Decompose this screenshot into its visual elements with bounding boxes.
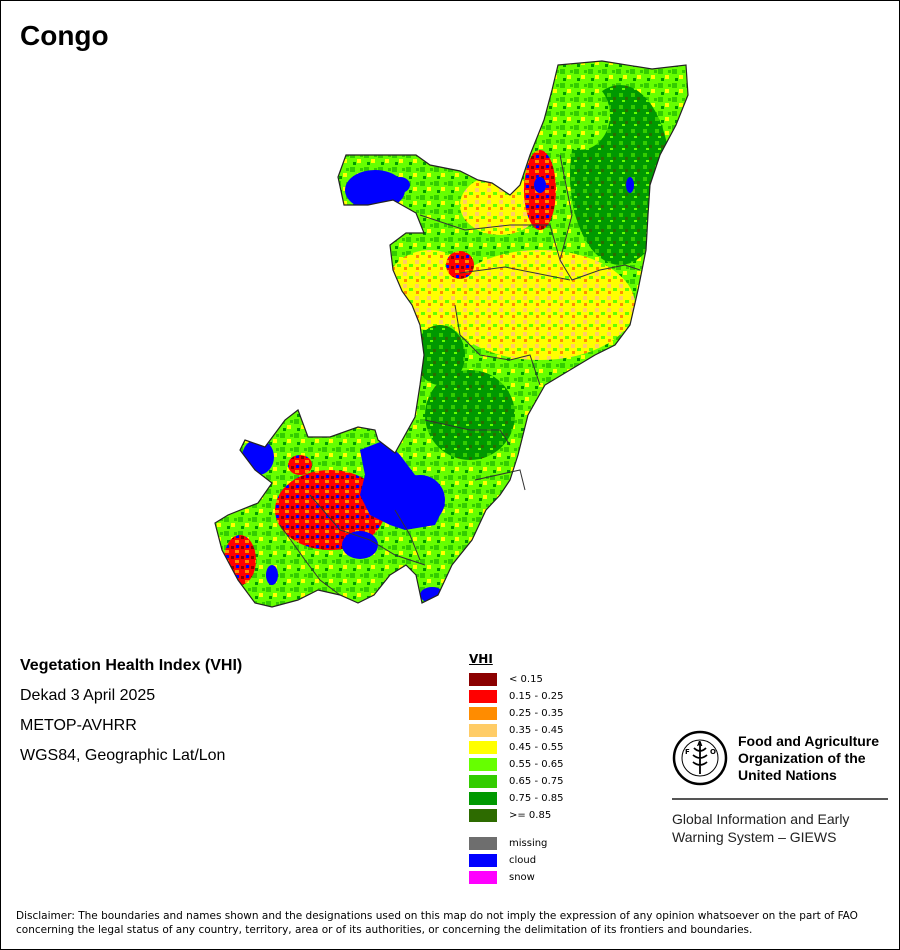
giews-line: Warning System – GIEWS — [672, 829, 837, 845]
department-borders — [279, 154, 641, 596]
vhi-legend: VHI < 0.15 0.15 - 0.25 0.25 - 0.35 0.35 - 0… — [469, 652, 564, 886]
legend-special-row: missing — [469, 835, 564, 852]
disclaimer: Disclaimer: The boundaries and names sho… — [16, 910, 858, 936]
country-map — [210, 55, 700, 615]
legend-swatch — [469, 724, 497, 737]
legend-label: snow — [509, 872, 535, 883]
projection-label: WGS84, Geographic Lat/Lon — [20, 747, 226, 764]
svg-text:O: O — [710, 748, 716, 756]
legend-swatch — [469, 837, 497, 850]
legend-label: missing — [509, 838, 548, 849]
legend-label: < 0.15 — [509, 674, 543, 685]
index-name: Vegetation Health Index (VHI) — [20, 657, 243, 674]
legend-title: VHI — [469, 652, 493, 666]
period-label: Dekad 3 April 2025 — [20, 687, 156, 704]
fao-org-name: Food and Agriculture Organization of the… — [738, 733, 879, 784]
legend-swatch — [469, 741, 497, 754]
fao-org-line: Food and Agriculture — [738, 732, 880, 749]
legend-class-row: >= 0.85 — [469, 807, 564, 824]
legend-label: 0.25 - 0.35 — [509, 708, 564, 719]
legend-swatch — [469, 854, 497, 867]
fao-org-line: Organization of the — [738, 749, 866, 766]
sensor-label: METOP-AVHRR — [20, 717, 137, 734]
legend-label: 0.55 - 0.65 — [509, 759, 564, 770]
legend-swatch — [469, 758, 497, 771]
map-title: Congo — [20, 20, 109, 51]
legend-swatch — [469, 707, 497, 720]
legend-class-row: 0.35 - 0.45 — [469, 722, 564, 739]
legend-class-row: 0.55 - 0.65 — [469, 756, 564, 773]
svg-text:F: F — [685, 748, 690, 756]
legend-label: 0.35 - 0.45 — [509, 725, 564, 736]
legend-class-row: 0.65 - 0.75 — [469, 773, 564, 790]
giews-name: Global Information and Early Warning Sys… — [672, 810, 888, 846]
legend-label: 0.45 - 0.55 — [509, 742, 564, 753]
legend-class-row: < 0.15 — [469, 671, 564, 688]
legend-special-row: snow — [469, 869, 564, 886]
fao-logo-icon: F A O — [672, 730, 728, 786]
map-info: Vegetation Health Index (VHI) Dekad 3 Ap… — [20, 656, 242, 776]
country-outline — [214, 60, 689, 608]
legend-swatch — [469, 871, 497, 884]
giews-line: Global Information and Early — [672, 811, 850, 827]
legend-label: cloud — [509, 855, 537, 866]
legend-class-row: 0.25 - 0.35 — [469, 705, 564, 722]
legend-swatch — [469, 673, 497, 686]
fao-branding: F A O Food and Agriculture Organization … — [672, 730, 888, 846]
legend-label: >= 0.85 — [509, 810, 552, 821]
legend-class-row: 0.15 - 0.25 — [469, 688, 564, 705]
legend-swatch — [469, 775, 497, 788]
fao-divider — [672, 798, 888, 800]
legend-special-row: cloud — [469, 852, 564, 869]
legend-class-row: 0.75 - 0.85 — [469, 790, 564, 807]
legend-class-row: 0.45 - 0.55 — [469, 739, 564, 756]
legend-swatch — [469, 809, 497, 822]
legend-classes: < 0.15 0.15 - 0.25 0.25 - 0.35 0.35 - 0.45 0… — [469, 671, 564, 824]
legend-swatch — [469, 792, 497, 805]
legend-swatch — [469, 690, 497, 703]
legend-label: 0.65 - 0.75 — [509, 776, 564, 787]
legend-label: 0.75 - 0.85 — [509, 793, 564, 804]
legend-label: 0.15 - 0.25 — [509, 691, 564, 702]
fao-org-line: United Nations — [738, 766, 837, 783]
vhi-raster — [215, 61, 688, 607]
legend-special: missing cloud snow — [469, 835, 564, 886]
svg-text:A: A — [697, 740, 703, 748]
